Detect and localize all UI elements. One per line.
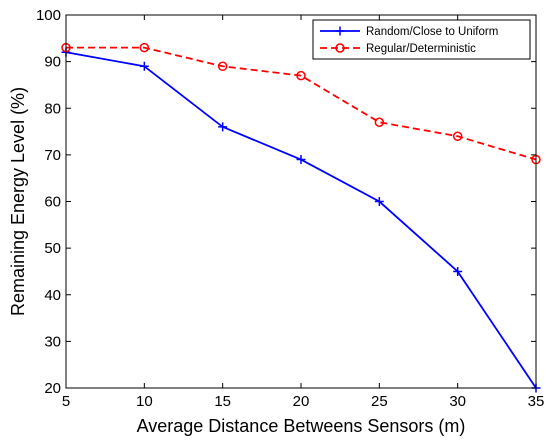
legend-marker (335, 43, 345, 53)
y-tick-label: 100 (36, 7, 61, 24)
y-axis-title: Remaining Energy Level (%) (8, 87, 28, 316)
legend-label: Regular/Deterministic (366, 43, 476, 55)
legend: Random/Close to Uniform Regular/Determini… (312, 19, 531, 60)
legend-entry: Regular/Deterministic (320, 43, 476, 55)
plot-area (66, 15, 536, 388)
y-tick-label: 40 (44, 287, 61, 304)
x-tick-label: 25 (371, 393, 388, 410)
data-point (374, 197, 384, 206)
x-tick-label: 30 (449, 393, 466, 410)
series-2 (61, 42, 541, 165)
data-point (218, 122, 228, 132)
x-tick-label: 15 (214, 393, 231, 410)
legend-marker (335, 26, 345, 36)
plot-frame (65, 14, 537, 389)
data-point (217, 61, 228, 72)
x-tick-label: 20 (293, 393, 310, 410)
y-tick-label: 90 (44, 54, 61, 71)
legend-box (312, 19, 531, 60)
axis-ticks: 5 10 15 20 25 30 35 20 30 40 50 60 70 80 90 100 (36, 7, 544, 410)
x-axis-title: Average Distance Betweens Sensors (m) (137, 416, 466, 436)
x-tick-label: 10 (136, 393, 153, 410)
data-point (139, 61, 149, 71)
data-point (452, 131, 463, 141)
y-tick-label: 50 (44, 240, 61, 257)
data-point (296, 155, 306, 165)
y-tick-label: 80 (44, 100, 61, 117)
legend-label: Random/Close to Uniform (366, 26, 498, 38)
data-point (139, 42, 150, 53)
data-point (374, 117, 385, 127)
data-point (296, 70, 306, 81)
legend-entry: Random/Close to Uniform (320, 26, 498, 38)
y-tick-label: 60 (44, 194, 61, 211)
x-tick-label: 35 (528, 393, 545, 410)
data-point (453, 266, 463, 276)
x-tick-label: 5 (62, 393, 70, 410)
y-tick-label: 70 (44, 147, 61, 164)
y-tick-label: 30 (44, 333, 61, 350)
series-line (66, 46, 537, 161)
y-tick-label: 20 (44, 380, 61, 397)
